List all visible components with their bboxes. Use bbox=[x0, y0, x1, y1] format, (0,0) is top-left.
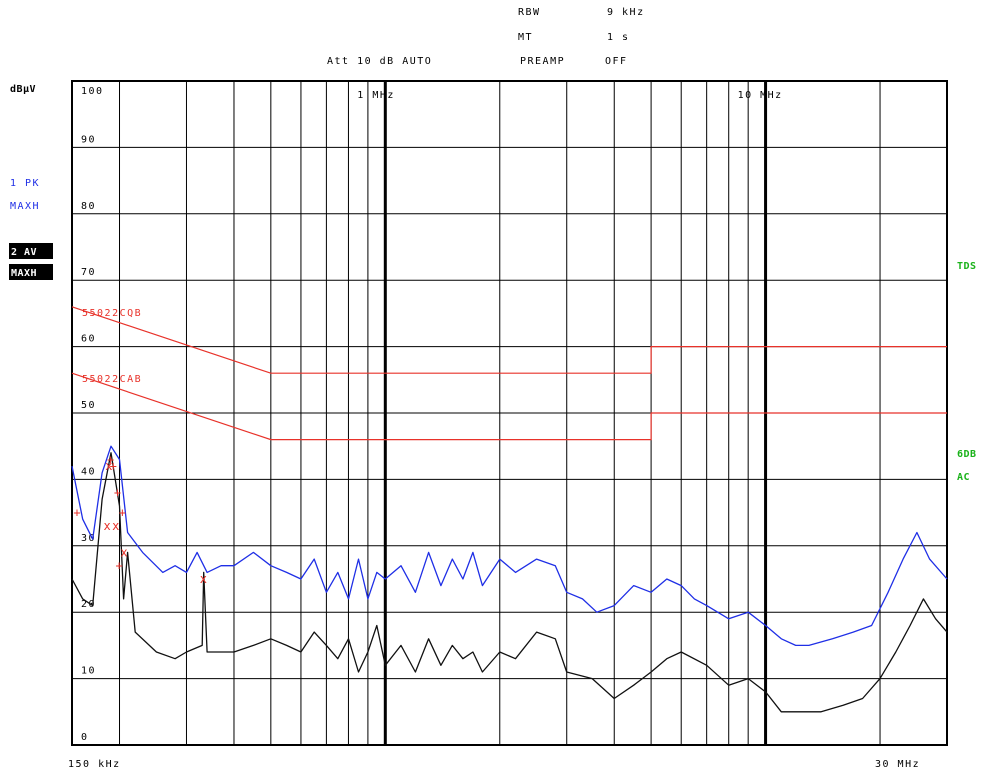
peak-trace bbox=[71, 445, 948, 647]
trace1-label-line1: 1 PK bbox=[10, 178, 40, 189]
rbw-value: 9 kHz bbox=[607, 7, 645, 18]
marker-x: x bbox=[112, 519, 119, 533]
x-tick-label: 30 MHz bbox=[875, 759, 920, 770]
y-tick-labels: 0 10 20 30 40 50 60 70 80 90 100 bbox=[81, 86, 104, 743]
marker-x: x bbox=[105, 459, 112, 473]
y-tick-label: 80 bbox=[81, 201, 96, 212]
y-tick-label: 30 bbox=[81, 533, 96, 544]
marker-plus: + bbox=[116, 559, 123, 573]
trace2-label-box1 bbox=[9, 243, 53, 259]
trace2-label-line1: 2 AV bbox=[11, 247, 37, 258]
y-tick-label: 70 bbox=[81, 267, 96, 278]
trace2-label-line2: MAXH bbox=[11, 268, 37, 279]
limit-label: 55022CQB bbox=[82, 308, 142, 319]
preamp-label: PREAMP bbox=[520, 56, 565, 67]
y-tick-label: 90 bbox=[81, 134, 96, 145]
marker-plus: + bbox=[114, 486, 121, 500]
x-tick-label: 150 kHz bbox=[68, 759, 121, 770]
marker-plus: + bbox=[107, 452, 114, 466]
limit-line-55022cqb bbox=[71, 306, 947, 374]
marker-plus: + bbox=[119, 506, 126, 520]
marker-plus: + bbox=[110, 459, 117, 473]
y-tick-label: 50 bbox=[81, 400, 96, 411]
y-tick-label: 40 bbox=[81, 466, 96, 477]
trace2-label-box2 bbox=[9, 264, 53, 280]
limit-line-55022cab bbox=[71, 372, 947, 441]
x-tick-labels: 150 kHz 1 MHz 10 MHz 30 MHz bbox=[68, 90, 920, 770]
limit-label: 55022CAB bbox=[82, 374, 142, 385]
marker-x: x bbox=[104, 519, 111, 533]
marker-x: x bbox=[200, 572, 207, 586]
y-tick-label: 100 bbox=[81, 86, 104, 97]
y-tick-label: 10 bbox=[81, 666, 96, 677]
6db-label: 6DB bbox=[957, 449, 977, 460]
ac-label: AC bbox=[957, 472, 970, 483]
y-tick-label: 20 bbox=[81, 599, 96, 610]
x-tick-label: 1 MHz bbox=[357, 90, 395, 101]
mt-value: 1 s bbox=[607, 32, 630, 43]
y-unit-label: dBµV bbox=[10, 84, 36, 95]
mt-label: MT bbox=[518, 32, 533, 43]
y-tick-label: 0 bbox=[81, 732, 89, 743]
x-tick-label: 10 MHz bbox=[738, 90, 783, 101]
traces bbox=[71, 445, 948, 713]
att-setting: Att 10 dB AUTO bbox=[327, 56, 432, 67]
rbw-label: RBW bbox=[518, 7, 541, 18]
trace1-label-line2: MAXH bbox=[10, 201, 40, 212]
limit-lines: 55022CQB 55022CAB bbox=[71, 306, 947, 441]
marker-x: x bbox=[120, 545, 127, 559]
tds-label: TDS bbox=[957, 261, 977, 272]
preamp-value: OFF bbox=[605, 56, 628, 67]
y-tick-label: 60 bbox=[81, 334, 96, 345]
markers: +++xx x++x+x bbox=[73, 452, 207, 586]
average-trace bbox=[71, 452, 948, 713]
marker-plus: + bbox=[73, 506, 80, 520]
